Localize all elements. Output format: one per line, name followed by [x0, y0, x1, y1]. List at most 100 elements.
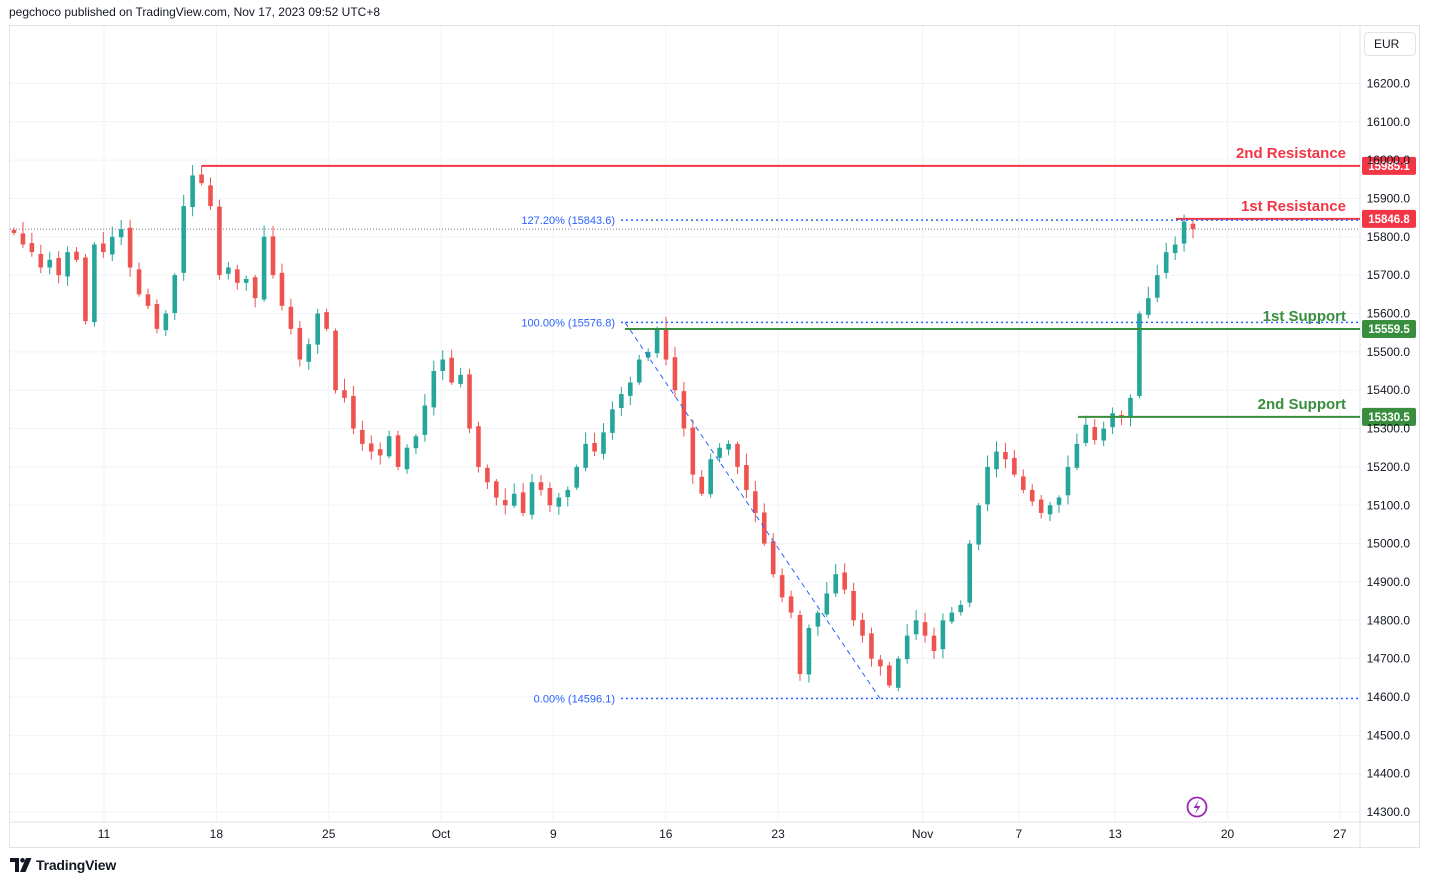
candle-body [610, 409, 615, 433]
candle-body [101, 243, 106, 253]
candle-body [1181, 221, 1187, 244]
candle-body [1074, 443, 1080, 468]
candle-body [368, 443, 374, 452]
candle-body [118, 229, 124, 238]
candle-body [1012, 457, 1017, 475]
candle-body [11, 229, 17, 233]
candle-body [619, 394, 624, 408]
candle-body [511, 493, 517, 506]
candle-body [226, 267, 231, 274]
candle-body [181, 206, 187, 273]
candle-body [279, 272, 285, 306]
candle-body [1110, 413, 1115, 428]
time-tick-label: 20 [1221, 827, 1235, 841]
price-tick-label: 15100.0 [1367, 498, 1411, 512]
candle-body [288, 306, 294, 329]
fib-level-label: 0.00% (14596.1) [534, 693, 615, 705]
fib-level-label: 100.00% (15576.8) [521, 317, 615, 329]
lightning-icon[interactable] [1186, 796, 1208, 818]
candle-body [699, 476, 705, 494]
tradingview-wordmark: TradingView [36, 857, 117, 873]
candle-body [994, 451, 999, 470]
candle-body [940, 620, 946, 650]
candle-body [806, 627, 812, 675]
chart-grid [10, 26, 1419, 847]
candle-body [976, 505, 981, 545]
level-price-tag [1362, 320, 1416, 339]
candle-body [627, 382, 633, 396]
price-tick-label: 14600.0 [1367, 690, 1411, 704]
candle-body [895, 658, 901, 688]
candle-body [208, 185, 213, 207]
candle-body [127, 227, 133, 268]
candle-body [1038, 499, 1044, 513]
candle-body [726, 443, 731, 450]
candle-body [735, 443, 740, 467]
price-tick-label: 15400.0 [1367, 383, 1411, 397]
candlestick-series [11, 165, 1196, 692]
candle-body [1190, 223, 1196, 230]
candle-body [753, 491, 758, 513]
candle-body [440, 359, 446, 372]
publisher-header: pegchoco published on TradingView.com, N… [9, 5, 381, 19]
candle-body [190, 175, 195, 208]
candle-body [824, 593, 830, 615]
time-axis: 11 18 25 Oct 9 16 23 Nov 7 13 20 27 [98, 827, 1347, 841]
candle-body [333, 330, 338, 391]
candle-body [270, 236, 276, 276]
candle-body [574, 466, 580, 488]
candle-body [1065, 466, 1071, 496]
candle-body [958, 604, 964, 613]
candle-body [931, 635, 937, 651]
price-tick-label: 16200.0 [1367, 76, 1411, 90]
level-price-tag-text: 15330.5 [1368, 412, 1410, 424]
candle-body [404, 447, 410, 470]
time-tick-label: 9 [550, 827, 557, 841]
candle-body [672, 357, 678, 391]
candle-body [1172, 244, 1178, 254]
candle-body [1047, 505, 1053, 515]
level-label: 1st Support [1263, 308, 1346, 325]
candle-body [38, 253, 44, 268]
level-price-tag-text: 15985.1 [1368, 161, 1410, 173]
price-tick-label: 15700.0 [1367, 268, 1411, 282]
level-label: 1st Resistance [1241, 198, 1346, 215]
candle-body [520, 492, 526, 513]
candle-body [1083, 424, 1089, 443]
candle-body [779, 575, 785, 598]
candle-body [842, 572, 847, 590]
price-tick-label: 15000.0 [1367, 537, 1411, 551]
candle-body [92, 244, 97, 323]
candle-body [458, 374, 463, 384]
candle-body [1092, 427, 1098, 441]
time-tick-label: Oct [432, 827, 451, 841]
candle-body [878, 659, 883, 667]
candle-body [556, 497, 562, 507]
currency-selector[interactable]: EUR [1364, 32, 1416, 56]
time-tick-label: 25 [322, 827, 336, 841]
candle-body [985, 466, 990, 505]
fibonacci-extension: 127.20% (15843.6) 100.00% (15576.8) 0.00% … [521, 215, 1360, 705]
candle-body [199, 174, 204, 184]
candle-body [690, 427, 696, 475]
tradingview-logo[interactable]: TradingView [10, 856, 116, 874]
candle-body [1128, 397, 1133, 418]
candle-body [154, 303, 160, 329]
candle-body [413, 436, 419, 449]
candle-body [1137, 313, 1142, 397]
price-tick-label: 15200.0 [1367, 460, 1411, 474]
candle-body [583, 443, 588, 468]
price-tick-label: 15300.0 [1367, 422, 1411, 436]
candle-body [324, 312, 329, 329]
time-tick-label: 16 [659, 827, 673, 841]
candle-body [592, 442, 597, 452]
candle-body [47, 259, 53, 268]
candle-body [601, 432, 606, 454]
candle-body [547, 488, 553, 506]
candle-body [869, 633, 874, 659]
candle-body [306, 344, 312, 362]
candle-body [654, 328, 660, 354]
candle-body [342, 390, 347, 398]
candle-body [708, 459, 713, 495]
